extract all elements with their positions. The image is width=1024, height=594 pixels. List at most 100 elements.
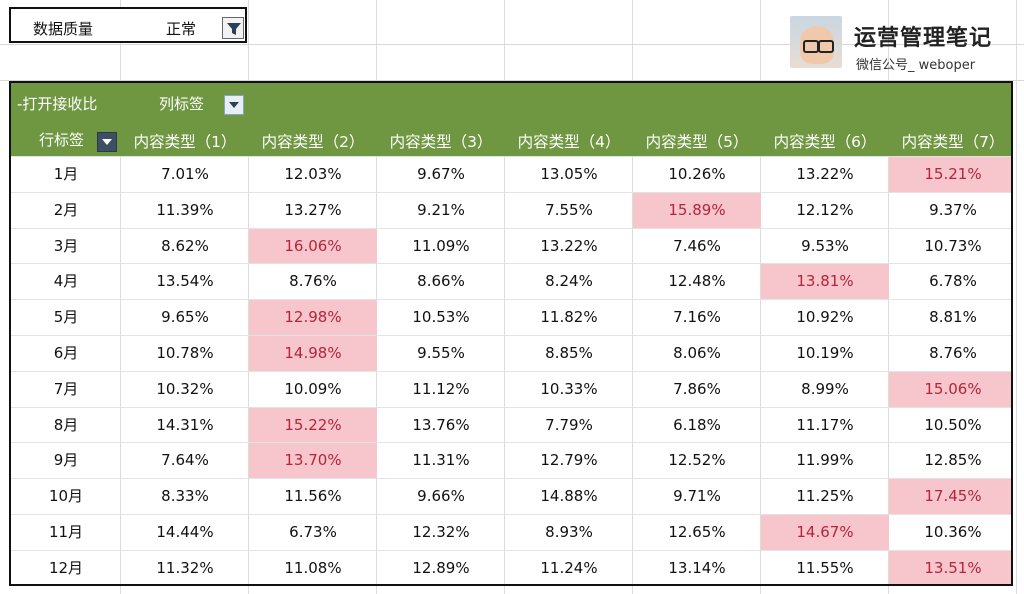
value-cell[interactable]: 12.89% — [412, 558, 470, 577]
highlighted-value-cell[interactable]: 14.98% — [249, 336, 377, 371]
value-cell[interactable]: 11.82% — [540, 308, 598, 327]
value-cell[interactable]: 11.39% — [156, 200, 214, 219]
value-cell[interactable]: 8.06% — [673, 344, 721, 362]
value-cell[interactable]: 8.81% — [929, 308, 977, 327]
row-label-cell[interactable]: 2月 — [53, 200, 79, 219]
value-cell[interactable]: 13.05% — [540, 165, 598, 183]
highlighted-value-cell[interactable]: 13.51% — [889, 550, 1011, 584]
value-cell[interactable]: 7.46% — [673, 236, 721, 255]
value-cell[interactable]: 7.86% — [673, 379, 721, 398]
column-header[interactable]: 内容类型（7） — [901, 133, 1005, 151]
value-cell[interactable]: 11.24% — [540, 558, 598, 577]
value-cell[interactable]: 10.36% — [924, 523, 982, 541]
value-cell[interactable]: 11.08% — [284, 558, 342, 577]
value-cell[interactable]: 9.21% — [417, 200, 465, 219]
value-cell[interactable]: 8.33% — [161, 487, 209, 506]
value-cell[interactable]: 10.26% — [668, 165, 726, 183]
column-header[interactable]: 内容类型（6） — [773, 133, 877, 151]
value-cell[interactable]: 10.73% — [924, 236, 982, 255]
value-cell[interactable]: 11.17% — [796, 415, 854, 434]
value-cell[interactable]: 6.18% — [673, 415, 721, 434]
value-cell[interactable]: 10.33% — [540, 379, 598, 398]
value-cell[interactable]: 13.22% — [540, 236, 598, 255]
collapse-field-label[interactable]: -打开接收比 — [17, 95, 98, 113]
value-cell[interactable]: 11.25% — [796, 487, 854, 506]
value-cell[interactable]: 13.22% — [796, 165, 854, 183]
value-cell[interactable]: 13.14% — [668, 558, 726, 577]
highlighted-value-cell[interactable]: 15.89% — [633, 192, 761, 228]
value-cell[interactable]: 13.54% — [156, 272, 214, 291]
row-label-cell[interactable]: 3月 — [53, 236, 79, 255]
value-cell[interactable]: 13.76% — [412, 415, 470, 434]
value-cell[interactable]: 10.92% — [796, 308, 854, 327]
value-cell[interactable]: 11.32% — [156, 558, 214, 577]
value-cell[interactable]: 6.78% — [929, 272, 977, 291]
column-labels-dropdown[interactable] — [224, 95, 244, 115]
column-header[interactable]: 内容类型（2） — [261, 133, 365, 151]
row-label-cell[interactable]: 8月 — [53, 415, 79, 434]
value-cell[interactable]: 14.88% — [540, 487, 598, 506]
highlighted-value-cell[interactable]: 14.67% — [761, 515, 889, 550]
highlighted-value-cell[interactable]: 15.22% — [249, 407, 377, 443]
value-cell[interactable]: 8.62% — [161, 236, 209, 255]
value-cell[interactable]: 8.24% — [545, 272, 593, 291]
row-label-cell[interactable]: 9月 — [53, 451, 79, 470]
row-label-cell[interactable]: 4月 — [53, 272, 79, 291]
value-cell[interactable]: 11.31% — [412, 451, 470, 470]
column-header[interactable]: 内容类型（3） — [389, 133, 493, 151]
value-cell[interactable]: 12.32% — [412, 523, 470, 541]
value-cell[interactable]: 12.85% — [924, 451, 982, 470]
value-cell[interactable]: 8.66% — [417, 272, 465, 291]
value-cell[interactable]: 9.65% — [161, 308, 209, 327]
column-header[interactable]: 内容类型（1） — [133, 133, 237, 151]
value-cell[interactable]: 12.03% — [284, 165, 342, 183]
highlighted-value-cell[interactable]: 13.81% — [761, 264, 889, 300]
row-label-cell[interactable]: 12月 — [48, 558, 84, 577]
value-cell[interactable]: 12.48% — [668, 272, 726, 291]
value-cell[interactable]: 11.09% — [412, 236, 470, 255]
column-header[interactable]: 内容类型（4） — [517, 133, 621, 151]
row-label-cell[interactable]: 11月 — [48, 523, 84, 541]
column-header[interactable]: 内容类型（5） — [645, 133, 749, 151]
highlighted-value-cell[interactable]: 16.06% — [249, 228, 377, 264]
value-cell[interactable]: 11.55% — [796, 558, 854, 577]
value-cell[interactable]: 7.79% — [545, 415, 593, 434]
row-label-cell[interactable]: 10月 — [48, 487, 84, 506]
value-cell[interactable]: 13.27% — [284, 200, 342, 219]
row-label-cell[interactable]: 7月 — [53, 379, 79, 398]
value-cell[interactable]: 8.93% — [545, 523, 593, 541]
value-cell[interactable]: 12.79% — [540, 451, 598, 470]
value-cell[interactable]: 12.52% — [668, 451, 726, 470]
row-label-cell[interactable]: 1月 — [53, 165, 79, 183]
value-cell[interactable]: 8.85% — [545, 344, 593, 362]
highlighted-value-cell[interactable]: 13.70% — [249, 443, 377, 479]
highlighted-value-cell[interactable]: 15.06% — [889, 371, 1011, 407]
value-cell[interactable]: 10.32% — [156, 379, 214, 398]
value-cell[interactable]: 7.16% — [673, 308, 721, 327]
value-cell[interactable]: 10.09% — [284, 379, 342, 398]
value-cell[interactable]: 10.50% — [924, 415, 982, 434]
value-cell[interactable]: 9.53% — [801, 236, 849, 255]
value-cell[interactable]: 10.19% — [796, 344, 854, 362]
value-cell[interactable]: 10.78% — [156, 344, 214, 362]
value-cell[interactable]: 7.55% — [545, 200, 593, 219]
filter-dropdown-button[interactable] — [222, 17, 244, 39]
highlighted-value-cell[interactable]: 15.21% — [889, 157, 1011, 192]
row-label-cell[interactable]: 5月 — [53, 308, 79, 327]
value-cell[interactable]: 11.56% — [284, 487, 342, 506]
highlighted-value-cell[interactable]: 12.98% — [249, 300, 377, 336]
value-cell[interactable]: 8.76% — [289, 272, 337, 291]
value-cell[interactable]: 11.12% — [412, 379, 470, 398]
value-cell[interactable]: 9.67% — [417, 165, 465, 183]
value-cell[interactable]: 6.73% — [289, 523, 337, 541]
value-cell[interactable]: 11.99% — [796, 451, 854, 470]
highlighted-value-cell[interactable]: 17.45% — [889, 479, 1011, 515]
value-cell[interactable]: 8.76% — [929, 344, 977, 362]
value-cell[interactable]: 9.55% — [417, 344, 465, 362]
row-label-cell[interactable]: 6月 — [53, 344, 79, 362]
value-cell[interactable]: 9.66% — [417, 487, 465, 506]
value-cell[interactable]: 14.44% — [156, 523, 214, 541]
value-cell[interactable]: 9.71% — [673, 487, 721, 506]
value-cell[interactable]: 10.53% — [412, 308, 470, 327]
value-cell[interactable]: 8.99% — [801, 379, 849, 398]
